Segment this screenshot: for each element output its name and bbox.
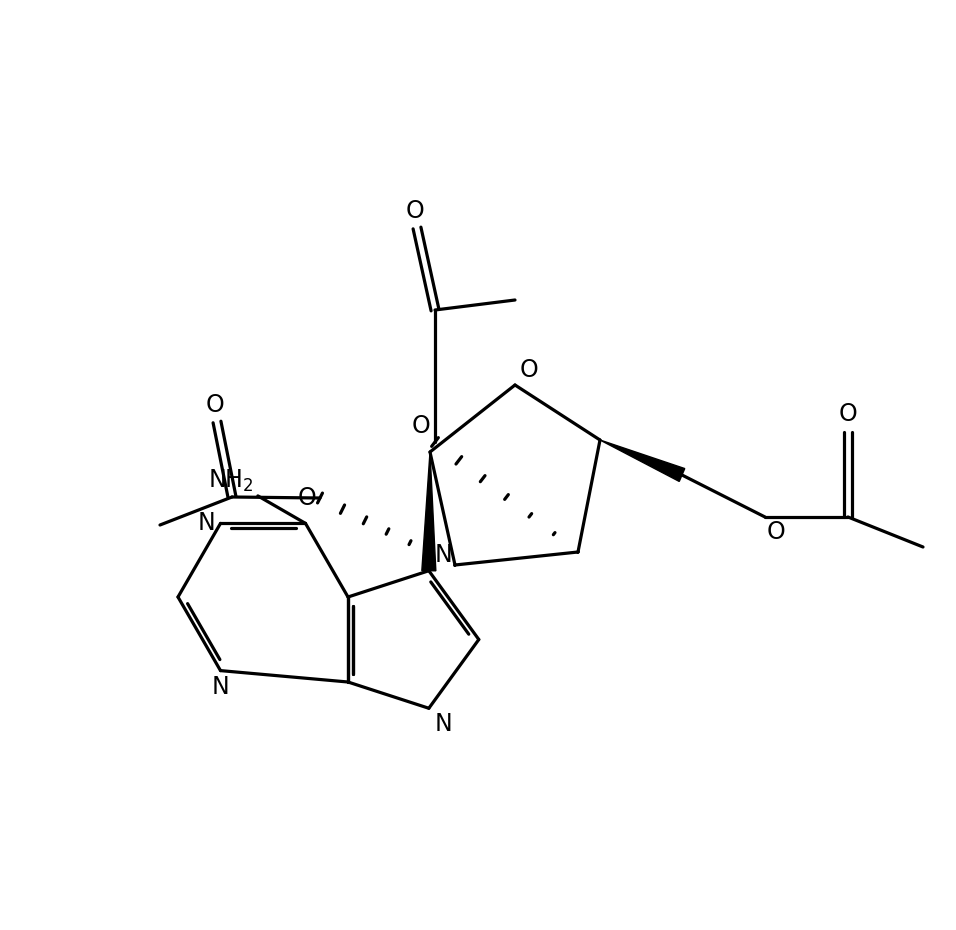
Text: N: N [435,712,452,737]
Polygon shape [422,452,436,571]
Text: O: O [405,199,424,223]
Text: O: O [520,358,539,382]
Text: N: N [198,512,215,536]
Text: N: N [435,543,452,566]
Text: O: O [838,402,858,426]
Text: O: O [206,393,225,417]
Text: O: O [767,520,786,544]
Text: O: O [411,414,430,438]
Polygon shape [600,440,684,482]
Text: NH$_2$: NH$_2$ [208,468,254,494]
Text: N: N [211,674,229,698]
Text: O: O [297,486,316,510]
